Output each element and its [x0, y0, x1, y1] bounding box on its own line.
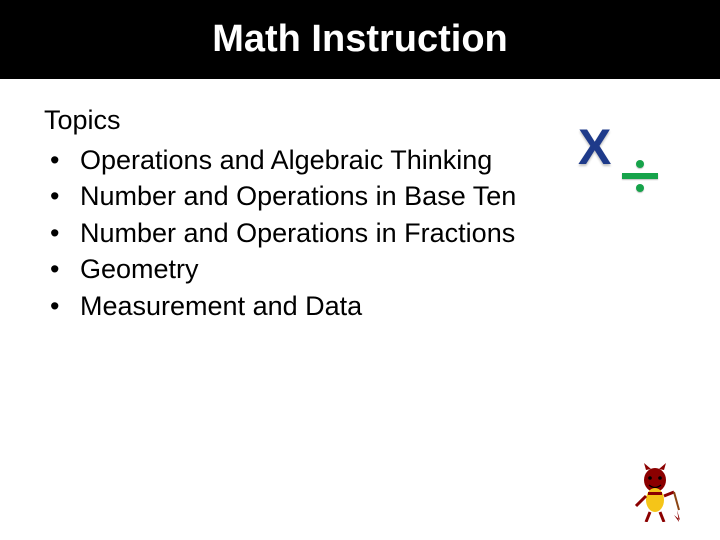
list-item: Geometry: [50, 251, 720, 287]
list-item: Number and Operations in Fractions: [50, 215, 720, 251]
math-operations-icon: X: [578, 122, 658, 202]
divide-dot-bottom: [636, 184, 644, 192]
divide-icon: [622, 158, 658, 194]
title-bar: Math Instruction: [0, 0, 720, 79]
sparky-devil-icon: [630, 462, 680, 522]
divide-dot-top: [636, 160, 644, 168]
multiply-icon: X: [578, 122, 611, 172]
list-item: Measurement and Data: [50, 288, 720, 324]
divide-bar: [622, 173, 658, 179]
slide-title: Math Instruction: [0, 18, 720, 61]
